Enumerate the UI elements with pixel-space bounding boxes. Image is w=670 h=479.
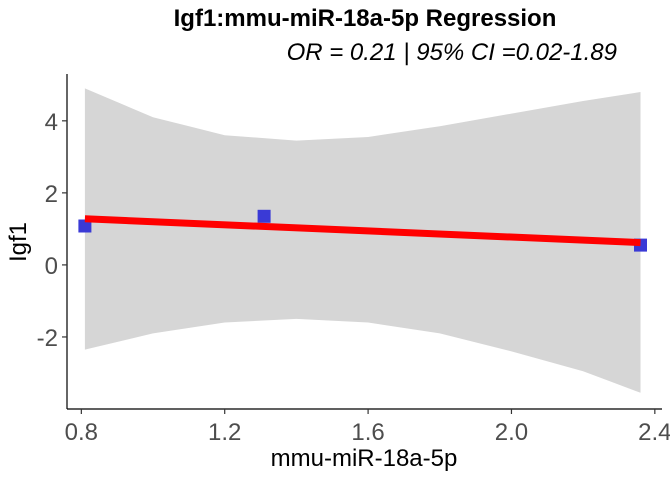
y-tick-label: 4 xyxy=(45,109,58,136)
x-tick-label: 1.6 xyxy=(351,419,384,446)
x-tick-label: 1.2 xyxy=(208,419,241,446)
y-tick-label: 2 xyxy=(45,181,58,208)
x-tick-label: 0.8 xyxy=(65,419,98,446)
chart-title: Igf1:mmu-miR-18a-5p Regression xyxy=(174,5,557,32)
x-axis-ticks: 0.8 1.2 1.6 2.0 2.4 xyxy=(65,409,670,446)
data-point xyxy=(78,219,92,233)
y-tick-label: -2 xyxy=(37,325,58,352)
regression-line xyxy=(84,215,641,247)
x-tick-label: 2.0 xyxy=(495,419,528,446)
x-tick-label: 2.4 xyxy=(638,419,670,446)
y-axis-ticks: -2 0 2 4 xyxy=(37,109,67,352)
x-axis-label: mmu-miR-18a-5p xyxy=(271,445,458,472)
plot-area xyxy=(78,88,647,393)
confidence-band xyxy=(84,88,641,393)
data-point xyxy=(257,209,271,223)
y-axis-label: Igf1 xyxy=(5,222,32,262)
chart-subtitle: OR = 0.21 | 95% CI =0.02-1.89 xyxy=(287,39,617,66)
y-tick-label: 0 xyxy=(45,253,58,280)
